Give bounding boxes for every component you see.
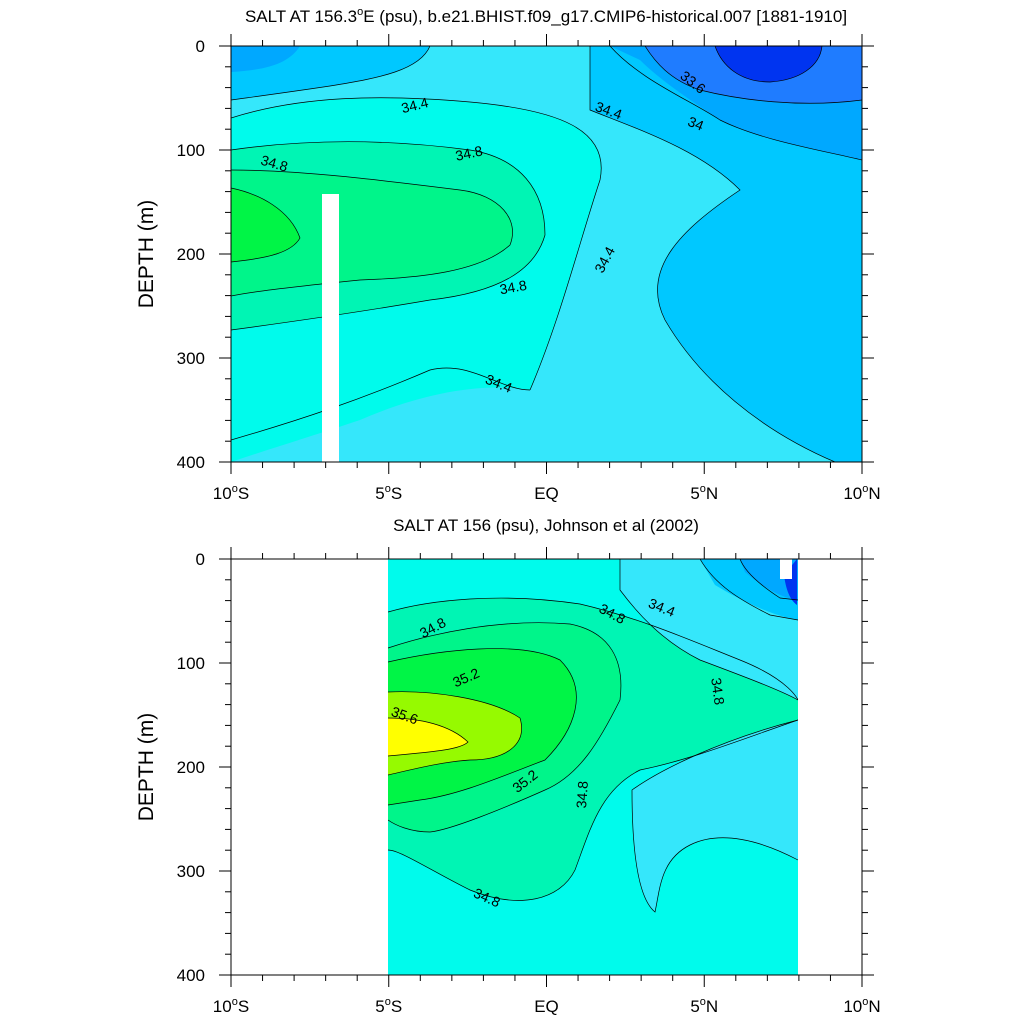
isoline	[631, 719, 799, 913]
y-tick-label: 0	[196, 550, 205, 569]
panel-top: SALT AT 156.3oE (psu), b.e21.BHIST.f09_g…	[135, 6, 881, 503]
x-tick-label: 10oS	[213, 483, 249, 503]
fill-band	[388, 718, 468, 756]
isoline	[387, 717, 469, 757]
contour-label: 34.8	[573, 780, 591, 809]
fill-band	[784, 559, 797, 605]
contour-label: 34.8	[708, 677, 728, 706]
y-tick-label: 400	[177, 453, 205, 472]
y-tick-label: 200	[177, 758, 205, 777]
y-tick-label: 200	[177, 245, 205, 264]
axes-bottom: 10oS 5oS EQ 5oN 10oN 0 100 200 300 400	[177, 547, 881, 1016]
isoline	[231, 141, 546, 331]
axes-top: 10oS 5oS EQ 5oN 10oN 0 100 200 300 400	[177, 34, 881, 503]
x-tick-label: EQ	[534, 484, 559, 503]
missing-data-column	[322, 194, 339, 462]
isoline	[231, 367, 531, 441]
isoline	[387, 648, 577, 806]
x-tick-label: EQ	[534, 997, 559, 1016]
contour-fill-top	[231, 46, 862, 462]
isoline	[619, 559, 799, 701]
missing-data-east	[798, 559, 862, 975]
isoline	[739, 559, 799, 601]
isoline	[589, 46, 836, 462]
isoline	[231, 169, 513, 297]
isoline	[231, 187, 301, 263]
fill-band	[231, 170, 513, 296]
contour-label: 34.8	[259, 152, 290, 175]
contour-label: 34.8	[498, 277, 528, 298]
x-tick-label: 5oN	[690, 483, 718, 503]
isoline	[387, 691, 522, 776]
fill-band	[231, 188, 300, 262]
x-tick-label: 10oS	[213, 996, 249, 1016]
fill-band	[231, 46, 300, 72]
missing-data-notch	[780, 559, 792, 579]
y-tick-label: 400	[177, 966, 205, 985]
contour-label: 34.8	[454, 142, 484, 163]
panel-top-title: SALT AT 156.3oE (psu), b.e21.BHIST.f09_g…	[245, 6, 847, 26]
isoline	[699, 559, 799, 621]
isoline	[609, 46, 862, 161]
x-tick-label: 5oN	[690, 996, 718, 1016]
isoline	[714, 46, 823, 83]
y-tick-label: 100	[177, 654, 205, 673]
x-tick-label: 5oS	[375, 483, 402, 503]
contour-label: 34.4	[400, 94, 431, 116]
isoline	[231, 46, 431, 101]
missing-data-west	[231, 559, 388, 975]
y-axis-label-bottom: DEPTH (m)	[135, 713, 158, 822]
y-tick-label: 300	[177, 862, 205, 881]
isoline	[387, 597, 799, 701]
x-tick-label: 10oN	[843, 483, 880, 503]
fill-band	[715, 46, 822, 82]
y-axis-label-top: DEPTH (m)	[135, 200, 158, 309]
isoline	[231, 97, 602, 391]
y-tick-label: 300	[177, 349, 205, 368]
y-tick-label: 100	[177, 141, 205, 160]
contour-label: 34	[686, 113, 707, 134]
fill-band	[231, 46, 862, 462]
panel-bottom: SALT AT 156 (psu), Johnson et al (2002)	[135, 516, 881, 1016]
fill-band	[632, 720, 798, 912]
isoline	[644, 46, 862, 104]
x-tick-label: 5oS	[375, 996, 402, 1016]
y-tick-label: 0	[196, 37, 205, 56]
isoline	[387, 622, 622, 833]
panel-bottom-title: SALT AT 156 (psu), Johnson et al (2002)	[393, 516, 699, 535]
contour-fill-bottom	[231, 559, 862, 975]
x-tick-label: 10oN	[843, 996, 880, 1016]
